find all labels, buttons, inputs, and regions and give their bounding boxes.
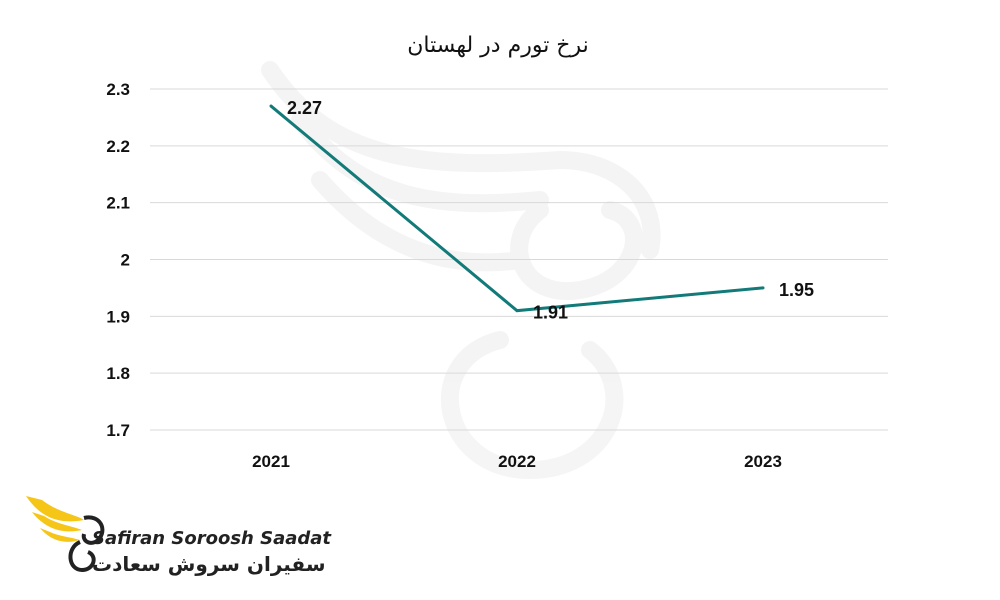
- y-tick-label: 1.7: [106, 421, 130, 440]
- brand-name-en: Safiran Soroosh Saadat: [92, 528, 332, 549]
- y-tick-label: 1.9: [106, 307, 130, 326]
- brand-logo: Safiran Soroosh Saadat سفیران سروش سعادت: [22, 490, 331, 585]
- data-point: [515, 309, 519, 313]
- chart-title: نرخ تورم در لهستان: [407, 33, 589, 58]
- y-tick-label: 2.1: [106, 194, 130, 213]
- series-layer: [269, 104, 765, 313]
- data-point: [761, 286, 765, 290]
- data-label: 2.27: [287, 98, 322, 118]
- x-tick-label: 2023: [744, 452, 782, 471]
- brand-name-fa: سفیران سروش سعادت: [92, 552, 326, 576]
- x-tick-label: 2022: [498, 452, 536, 471]
- data-point: [269, 104, 273, 108]
- y-tick-label: 2.3: [106, 80, 130, 99]
- y-tick-label: 1.8: [106, 364, 130, 383]
- wing-logo-icon: [26, 496, 105, 573]
- data-labels: 2.27 1.91 1.95: [287, 98, 814, 323]
- y-tick-label: 2: [121, 251, 130, 270]
- y-tick-label: 2.2: [106, 137, 130, 156]
- x-tick-label: 2021: [252, 452, 290, 471]
- watermark-bird: [261, 61, 661, 480]
- data-label: 1.91: [533, 303, 568, 323]
- gridlines: [150, 88, 888, 431]
- y-axis-ticks: 2.3 2.2 2.1 2 1.9 1.8 1.7: [106, 80, 130, 440]
- data-label: 1.95: [779, 280, 814, 300]
- x-axis-ticks: 2021 2022 2023: [252, 452, 782, 471]
